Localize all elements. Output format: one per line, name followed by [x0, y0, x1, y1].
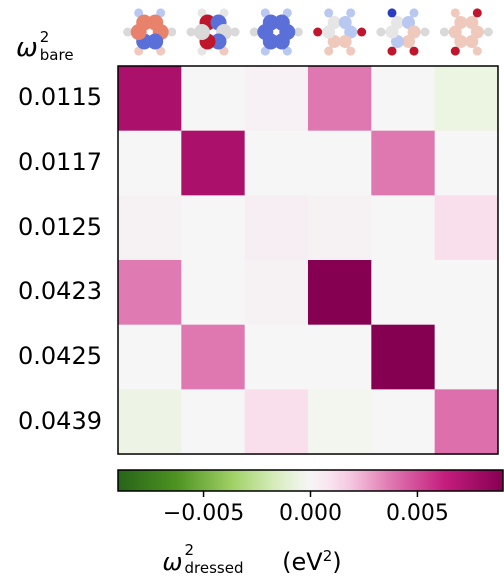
heatmap-cell-r2-c4 [371, 195, 436, 261]
heatmap-cell-r1-c3 [307, 130, 372, 196]
heatmap-cell-r3-c4 [371, 260, 436, 326]
heatmap-cell-r4-c3 [307, 324, 372, 390]
mode-pictogram-5 [439, 8, 493, 56]
heatmap-cell-r0-c4 [371, 66, 436, 132]
heatmap-cell-r5-c4 [371, 389, 436, 455]
mode-pictograms [123, 8, 493, 56]
row-label-3: 0.0423 [18, 277, 102, 306]
heatmap-cell-r2-c5 [434, 195, 499, 261]
colorbar-tick-label-1: 0.000 [279, 501, 342, 526]
heatmap-cell-r4-c1 [181, 324, 246, 390]
mode-pictogram-2 [249, 8, 303, 56]
heatmap-cell-r3-c5 [434, 260, 499, 326]
row-label-2: 0.0125 [18, 212, 102, 241]
row-label-5: 0.0439 [18, 406, 102, 435]
heatmap-cell-r4-c4 [371, 324, 436, 390]
heatmap-cell-r4-c5 [434, 324, 499, 390]
y-axis-sub: bare [39, 46, 74, 64]
heatmap-cell-r0-c0 [118, 66, 182, 132]
heatmap-cell-r0-c2 [244, 66, 309, 132]
heatmap-cell-r3-c2 [244, 260, 309, 326]
heatmap-cell-r3-c3 [307, 260, 372, 326]
heatmap-cell-r1-c2 [244, 130, 309, 196]
row-label-0: 0.0115 [18, 83, 102, 112]
y-axis-label: ω 2 bare [16, 28, 92, 64]
heatmap-cell-r1-c4 [371, 130, 436, 196]
row-label-1: 0.0117 [18, 148, 102, 176]
colorbar-label-sup: 2 [184, 541, 195, 559]
heatmap-cell-r0-c3 [307, 66, 372, 132]
heatmap-cell-r1-c1 [181, 130, 246, 196]
heatmap [117, 65, 499, 455]
colorbar-unit-sup: 2 [322, 547, 333, 565]
heatmap-cell-r3-c0 [118, 260, 182, 326]
heatmap-cell-r1-c5 [434, 130, 499, 196]
mode-pictogram-3 [313, 8, 367, 56]
heatmap-cell-r5-c3 [307, 389, 372, 455]
mode-pictogram-1 [186, 8, 240, 56]
colorbar-label: ω 2 dressed (eV2) [0, 541, 504, 577]
colorbar-unit-post: ) [332, 548, 342, 576]
heatmap-cell-r4-c0 [118, 324, 182, 390]
heatmap-cell-r0-c1 [181, 66, 246, 132]
heatmap-cell-r1-c0 [118, 130, 182, 196]
heatmap-cell-r2-c3 [307, 195, 372, 261]
y-axis-symbol: ω [16, 33, 38, 63]
heatmap-cell-r2-c1 [181, 195, 246, 261]
heatmap-cell-r0-c5 [434, 66, 499, 132]
heatmap-cell-r5-c1 [181, 389, 246, 455]
y-axis-sup: 2 [39, 28, 50, 46]
row-label-4: 0.0425 [18, 342, 102, 370]
colorbar-tick-label-2: 0.005 [385, 501, 449, 526]
heatmap-cell-r5-c2 [244, 389, 309, 455]
mode-pictogram-4 [376, 8, 430, 56]
mode-pictogram-0 [123, 8, 177, 56]
heatmap-cell-r2-c2 [244, 195, 309, 261]
colorbar-tick-label-0: −0.005 [162, 501, 245, 526]
colorbar-label-sub: dressed [184, 559, 244, 577]
heatmap-cell-r5-c0 [118, 389, 182, 455]
colorbar-unit-pre: (eV [274, 548, 323, 576]
heatmap-cell-r5-c5 [434, 389, 499, 455]
heatmap-cell-r3-c1 [181, 260, 246, 326]
heatmap-cell-r4-c2 [244, 324, 309, 390]
heatmap-cell-r2-c0 [118, 195, 182, 261]
colorbar-label-symbol: ω [162, 548, 183, 576]
colorbar-gradient [117, 469, 504, 492]
heatmap-frame [117, 65, 499, 455]
